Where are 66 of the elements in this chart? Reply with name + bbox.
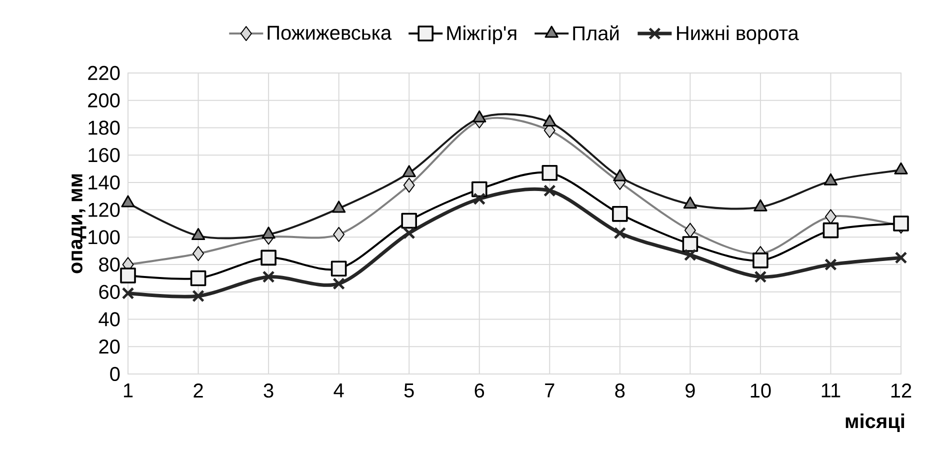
- point: [894, 162, 908, 174]
- y-tick-label: 220: [88, 66, 120, 80]
- point: [471, 181, 488, 198]
- point: [824, 173, 838, 186]
- point: [330, 260, 347, 277]
- x-tick-label: 10: [750, 384, 771, 398]
- point: [754, 199, 768, 212]
- point: [120, 268, 136, 284]
- x-tick-label: 11: [822, 384, 840, 398]
- x-axis-title: місяці: [846, 414, 904, 432]
- legend-label: Нижні ворота: [677, 26, 799, 44]
- point: [192, 290, 204, 302]
- point: [262, 270, 275, 284]
- x-tick-label: 2: [194, 384, 203, 398]
- legend-label: Пожижевська: [268, 26, 392, 40]
- point: [543, 184, 556, 197]
- legend-label: Плай: [573, 25, 619, 40]
- y-axis-title: опади, мм: [72, 174, 86, 274]
- point: [752, 252, 768, 268]
- point: [402, 165, 416, 178]
- point: [262, 226, 276, 239]
- x-tick-label: 4: [334, 384, 344, 398]
- point: [682, 236, 698, 252]
- point: [473, 192, 486, 206]
- y-tick-label: 40: [98, 312, 120, 326]
- point: [191, 228, 206, 240]
- point: [614, 226, 626, 240]
- point: [121, 195, 135, 208]
- x-tick-label: 12: [891, 384, 912, 398]
- point: [683, 196, 697, 209]
- point: [612, 206, 628, 222]
- x-tick-label: 3: [264, 384, 274, 398]
- point: [894, 251, 908, 264]
- y-tick-label: 120: [88, 202, 120, 217]
- legend-label: Міжгір'я: [447, 26, 516, 44]
- point: [190, 270, 206, 286]
- x-tick-label: 8: [615, 384, 625, 398]
- point: [402, 226, 416, 240]
- y-tick-label: 0: [110, 366, 120, 382]
- y-tick-label: 20: [99, 340, 120, 354]
- point: [542, 114, 556, 126]
- y-tick-label: 140: [88, 175, 120, 190]
- point: [754, 270, 767, 284]
- point: [613, 169, 627, 182]
- point: [260, 250, 276, 266]
- x-tick-label: 5: [404, 384, 414, 398]
- point: [684, 248, 696, 262]
- point: [122, 287, 134, 300]
- x-tick-label: 6: [474, 384, 484, 398]
- y-tick-label: 180: [88, 120, 120, 135]
- y-tick-label: 100: [88, 230, 120, 244]
- y-tick-label: 160: [88, 148, 120, 162]
- y-tick-label: 60: [99, 284, 120, 299]
- point: [542, 164, 558, 181]
- point: [893, 216, 909, 232]
- point: [472, 110, 486, 122]
- point: [332, 277, 346, 290]
- point: [822, 222, 839, 238]
- y-tick-label: 200: [88, 93, 120, 108]
- point: [401, 212, 417, 229]
- x-tick-label: 1: [124, 384, 133, 398]
- point: [824, 258, 837, 271]
- point: [332, 200, 346, 213]
- x-tick-label: 7: [545, 384, 554, 398]
- y-tick-label: 80: [99, 257, 120, 272]
- x-tick-label: 9: [686, 384, 695, 398]
